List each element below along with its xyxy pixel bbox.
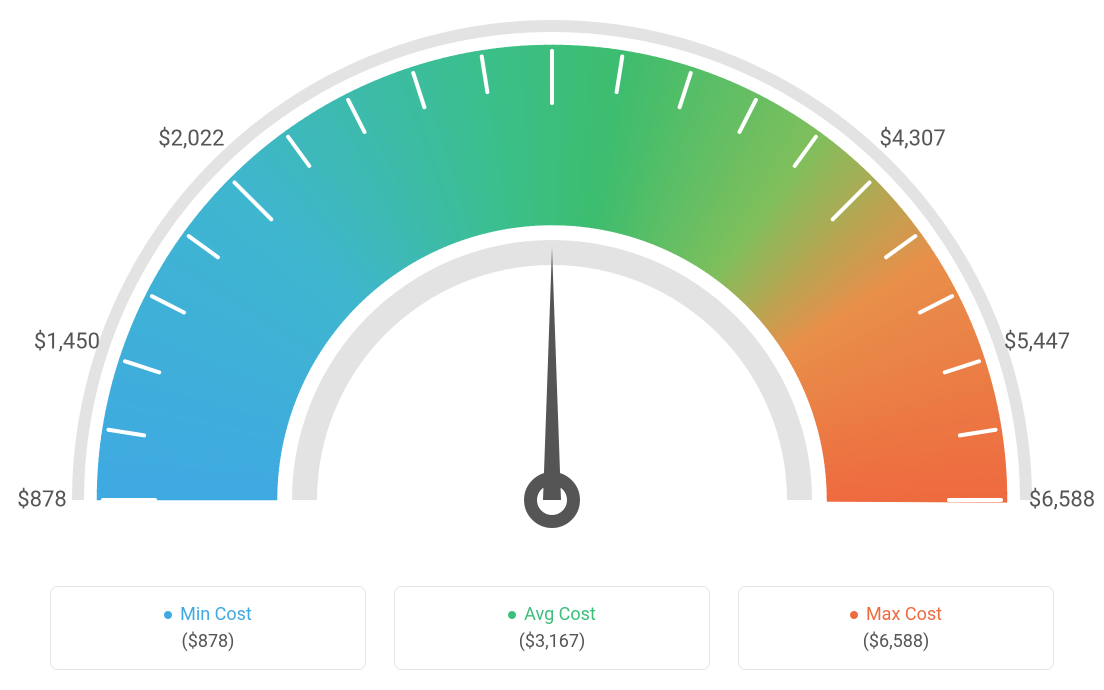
gauge-scale-label: $5,447 xyxy=(1004,330,1070,355)
gauge-scale-label: $3,167 xyxy=(519,0,585,3)
gauge-svg-container xyxy=(0,0,1104,560)
gauge-scale-label: $878 xyxy=(17,488,66,513)
gauge-svg xyxy=(0,0,1104,560)
legend-label: Max Cost xyxy=(866,604,942,625)
legend-value: ($6,588) xyxy=(863,631,930,652)
gauge-scale-label: $1,450 xyxy=(34,330,100,355)
legend-label: Min Cost xyxy=(180,604,252,625)
gauge-scale-label: $6,588 xyxy=(1029,488,1095,513)
gauge-chart: $878 $1,450 $2,022 $3,167 $4,307 $5,447 $6,588… xyxy=(0,0,1104,690)
gauge-scale-label: $2,022 xyxy=(158,127,224,152)
legend-value: ($878) xyxy=(182,631,235,652)
legend-row: Min Cost ($878) Avg Cost ($3,167) Max Co… xyxy=(0,586,1104,670)
legend-card-top: Max Cost xyxy=(850,604,942,625)
legend-card-min: Min Cost ($878) xyxy=(50,586,366,670)
legend-value: ($3,167) xyxy=(519,631,586,652)
dot-icon xyxy=(164,611,172,619)
dot-icon xyxy=(508,611,516,619)
legend-card-max: Max Cost ($6,588) xyxy=(738,586,1054,670)
legend-card-top: Min Cost xyxy=(164,604,252,625)
dot-icon xyxy=(850,611,858,619)
legend-card-top: Avg Cost xyxy=(508,604,596,625)
legend-label: Avg Cost xyxy=(524,604,596,625)
legend-card-avg: Avg Cost ($3,167) xyxy=(394,586,710,670)
gauge-scale-label: $4,307 xyxy=(880,127,946,152)
